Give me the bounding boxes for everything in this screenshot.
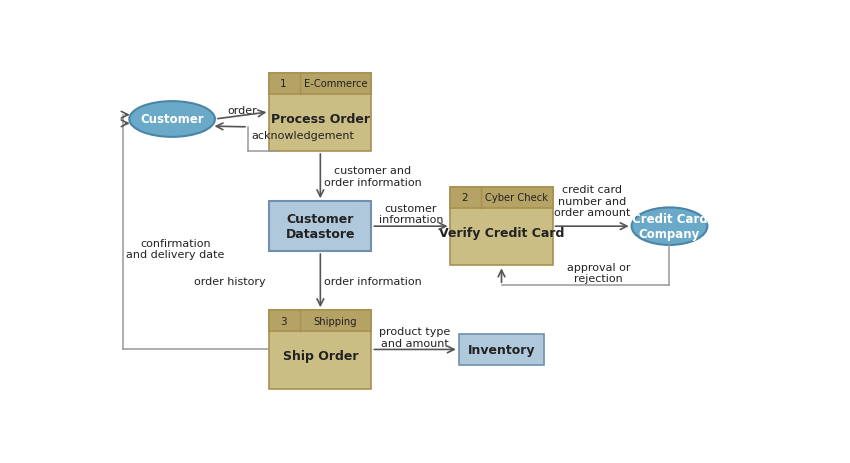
Text: Inventory: Inventory	[468, 343, 536, 356]
Text: Ship Order: Ship Order	[282, 350, 358, 363]
Ellipse shape	[632, 208, 707, 245]
Text: customer
information: customer information	[378, 203, 443, 225]
Text: Process Order: Process Order	[271, 113, 370, 125]
FancyBboxPatch shape	[269, 202, 371, 252]
Text: customer and
order information: customer and order information	[324, 166, 422, 188]
Text: 2: 2	[462, 193, 468, 203]
Text: E-Commerce: E-Commerce	[303, 79, 367, 89]
Text: Customer
Datastore: Customer Datastore	[286, 213, 355, 241]
Text: confirmation
and delivery date: confirmation and delivery date	[126, 238, 224, 260]
Text: Verify Credit Card: Verify Credit Card	[439, 226, 564, 239]
Text: acknowledgement: acknowledgement	[252, 131, 354, 141]
FancyBboxPatch shape	[269, 311, 371, 389]
Ellipse shape	[129, 102, 215, 138]
Text: Customer: Customer	[140, 113, 204, 126]
FancyBboxPatch shape	[450, 188, 552, 266]
Text: 1: 1	[280, 79, 287, 89]
FancyBboxPatch shape	[459, 335, 544, 365]
FancyBboxPatch shape	[450, 188, 552, 209]
Text: credit card
number and
order amount: credit card number and order amount	[554, 185, 630, 218]
Text: product type
and amount: product type and amount	[379, 326, 451, 348]
Text: Cyber Check: Cyber Check	[485, 193, 548, 203]
Text: order: order	[227, 106, 257, 115]
FancyBboxPatch shape	[269, 74, 371, 94]
FancyBboxPatch shape	[269, 311, 371, 332]
Text: Credit Card
Company: Credit Card Company	[632, 213, 707, 241]
FancyBboxPatch shape	[269, 74, 371, 152]
Text: approval or
rejection: approval or rejection	[567, 262, 631, 284]
Text: Shipping: Shipping	[314, 316, 358, 326]
Text: order history: order history	[195, 276, 266, 286]
Text: order information: order information	[324, 276, 422, 286]
Text: 3: 3	[280, 316, 287, 326]
